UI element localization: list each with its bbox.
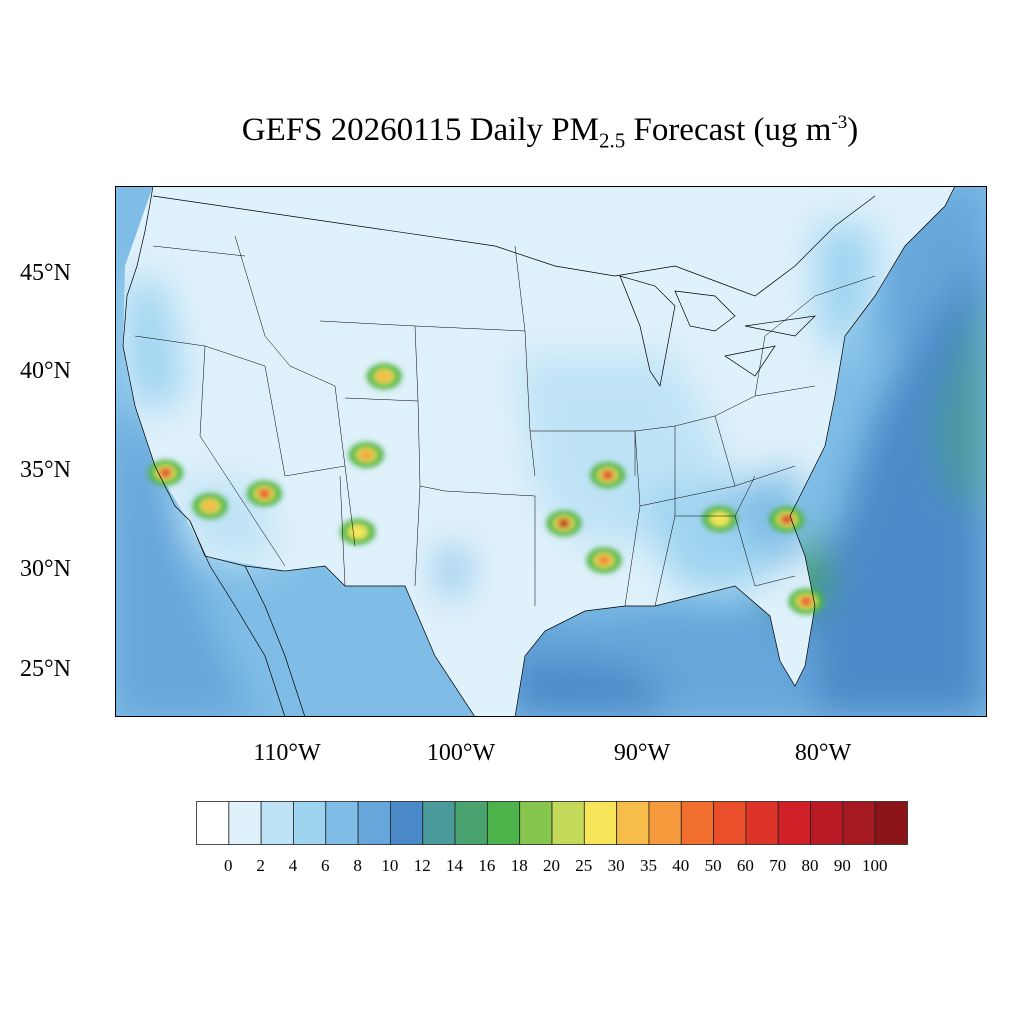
colorbar-tick-label: 25: [575, 856, 593, 875]
hotspot-ring: [353, 528, 363, 535]
hotspot-southern-california: [147, 460, 184, 486]
lon-label-110w: 110°W: [253, 740, 321, 766]
colorbar-tick-label: 70: [769, 856, 787, 875]
colorbar-swatch: [680, 801, 714, 845]
hotspot-northern-new-mexico: [348, 442, 384, 468]
colorbar-tick-label: 14: [446, 856, 463, 875]
colorbar-swatch: [196, 801, 230, 845]
colorbar-swatch: [777, 801, 811, 845]
hotspot-georgia: [769, 506, 805, 533]
state-borders: [134, 235, 876, 607]
colorbar-tick-label: 80: [801, 856, 819, 875]
hotspot-ring: [205, 502, 215, 510]
hotspot-el-paso: [340, 519, 376, 545]
title-suffix: ): [847, 112, 859, 148]
baja-coastline: [189, 520, 306, 717]
colorbar-swatch: [454, 801, 488, 845]
colorbar-swatch: [357, 801, 391, 845]
hotspot-ring: [379, 373, 389, 380]
colorbar-swatch: [422, 801, 456, 845]
colorbar-swatch: [648, 801, 682, 845]
title-subscript: 2.5: [598, 128, 626, 153]
colorbar-tick-label: 12: [413, 856, 431, 875]
colorbar-tick-label: 4: [288, 856, 298, 875]
colorbar-swatch: [616, 801, 650, 845]
title-middle: Forecast (ug m: [625, 112, 832, 148]
coastline-and-national-border: [122, 186, 956, 717]
lat-label-40n: 40°N: [20, 358, 71, 384]
map-borders: [122, 186, 956, 717]
hotspot-alabama: [702, 506, 738, 532]
colorbar-swatch: [293, 801, 327, 845]
colorbar-swatch: [260, 801, 294, 845]
colorbar-swatch: [874, 801, 908, 845]
great-lakes: [619, 275, 816, 387]
hotspot-ring: [782, 516, 792, 523]
colorbar-swatch: [583, 801, 618, 845]
map-border-frame: [115, 186, 987, 717]
colorbar-labels: 0 2 4 6 8 10 12 14 16 18 20 25 30 35 40 50 60 70 80 90 100: [196, 856, 916, 878]
lat-label-25n: 25°N: [20, 656, 71, 682]
hotspot-ring: [715, 515, 725, 523]
colorbar-tick-label: 20: [543, 856, 560, 875]
hotspot-ring: [801, 598, 811, 605]
colorbar-tick-label: 6: [321, 856, 330, 875]
colorbar-tick-label: 35: [640, 856, 657, 875]
title-superscript: -3: [831, 112, 848, 133]
colorbar-tick-label: 8: [353, 856, 362, 875]
colorbar-tick-label: 30: [607, 856, 625, 875]
colorbar-tick-label: 90: [833, 856, 851, 875]
map-title: GEFS 20260115 Daily PM2.5 Forecast (ug m…: [0, 112, 1024, 154]
hotspot-ring: [599, 557, 609, 564]
colorbar-tick-label: 10: [381, 856, 399, 875]
colorbar-tick-label: 60: [736, 856, 754, 875]
pm25-map: [115, 186, 987, 717]
lon-label-90w: 90°W: [613, 740, 671, 766]
colorbar-tick-label: 40: [672, 856, 690, 875]
hotspot-louisiana: [586, 547, 622, 574]
colorbar-swatch: [551, 801, 585, 845]
colorbar-tick-label: 18: [510, 856, 528, 875]
hotspot-arkansas: [590, 462, 626, 488]
colorbar-tick-label: 0: [224, 856, 233, 875]
colorbar: [196, 801, 908, 845]
colorbar-swatch: [519, 801, 553, 845]
colorbar-tick-label: 50: [704, 856, 722, 875]
hotspot-colorado-front-range: [366, 363, 402, 390]
lon-label-100w: 100°W: [426, 740, 496, 766]
colorbar-swatch: [486, 801, 521, 845]
lat-label-35n: 35°N: [20, 457, 71, 483]
background-field: [115, 186, 987, 717]
hotspot-ring: [260, 490, 269, 497]
colorbar-swatch: [325, 801, 359, 845]
colorbar-swatch: [228, 801, 262, 845]
colorbar-swatch: [713, 801, 747, 845]
hotspot-east-texas: [546, 510, 582, 537]
lon-label-80w: 80°W: [794, 740, 852, 766]
colorbar-tick-label: 100: [861, 856, 888, 875]
hotspot-ring: [361, 451, 371, 459]
colorbar-swatch: [390, 801, 424, 845]
colorbar-tick-label: 2: [256, 856, 265, 875]
lat-label-30n: 30°N: [20, 556, 71, 582]
lat-label-45n: 45°N: [20, 260, 71, 286]
hotspot-phoenix: [246, 480, 282, 507]
hotspot-ring: [161, 469, 170, 476]
colorbar-swatch: [842, 801, 876, 845]
map-panel: [115, 186, 987, 717]
title-prefix: GEFS 20260115 Daily PM: [241, 112, 599, 148]
colorbar-swatch: [745, 801, 779, 845]
colorbar-tick-label: 16: [478, 856, 496, 875]
colorbar-swatch: [810, 801, 844, 845]
hotspot-ring: [559, 520, 569, 527]
hotspot-central-florida: [788, 588, 824, 615]
hotspot-mexicali: [192, 493, 228, 519]
hotspot-ring: [603, 471, 613, 479]
